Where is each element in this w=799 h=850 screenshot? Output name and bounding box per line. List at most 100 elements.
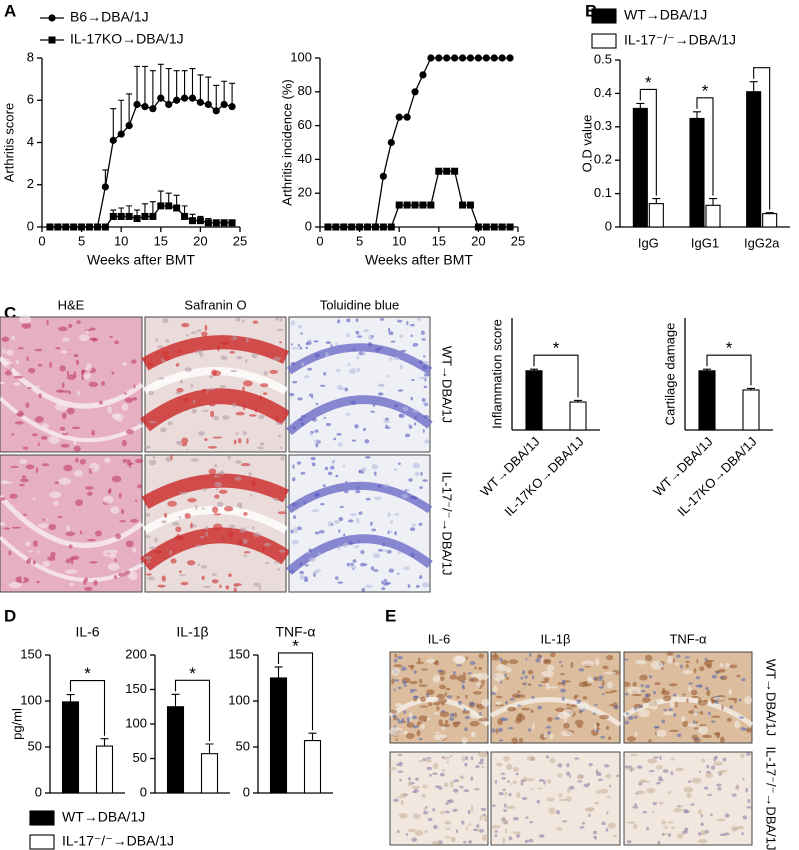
cell (344, 490, 349, 494)
tissue-band (141, 335, 290, 371)
bar (632, 107, 648, 228)
cell (469, 701, 475, 707)
cell (176, 387, 184, 393)
cell (662, 832, 668, 836)
cell (648, 769, 655, 773)
cell (627, 766, 636, 771)
cell (260, 383, 269, 388)
cell (246, 438, 249, 445)
y-tick-label: 40 (298, 151, 312, 166)
cell (527, 683, 532, 687)
cell (388, 568, 395, 573)
cell (124, 397, 134, 403)
cell (421, 793, 427, 798)
legend-label: B6→DBA/1J (70, 9, 149, 25)
cell (263, 370, 268, 376)
cell (311, 396, 314, 399)
cell (427, 702, 433, 707)
marker (466, 201, 474, 209)
cell (517, 690, 521, 694)
cell (522, 670, 526, 675)
cell (666, 652, 674, 656)
cell (418, 760, 424, 763)
cell (410, 396, 413, 401)
significance-bracket (277, 652, 314, 731)
cell (624, 720, 629, 725)
cell (222, 415, 230, 420)
cell (423, 414, 430, 419)
cell (440, 701, 445, 706)
cell (384, 426, 391, 429)
cell (125, 540, 134, 548)
cell (507, 706, 517, 712)
y-tick-label: 100 (125, 715, 147, 730)
cell (409, 680, 418, 685)
cell (61, 412, 67, 420)
cell (125, 429, 134, 435)
error-bar (126, 93, 133, 126)
cell (464, 727, 468, 732)
cell (355, 330, 360, 335)
cell (66, 525, 70, 532)
cell (258, 414, 265, 419)
cell (505, 700, 508, 705)
cell (500, 772, 506, 775)
cell (685, 664, 689, 668)
cell (130, 518, 139, 523)
cell (605, 773, 612, 779)
cell (237, 317, 241, 322)
cell (41, 463, 50, 467)
cell (548, 807, 556, 815)
cell (31, 385, 40, 390)
cell (543, 780, 546, 785)
cell (254, 406, 258, 413)
cell (27, 387, 32, 390)
cell (298, 418, 304, 421)
cell (681, 715, 686, 723)
cell (330, 344, 333, 348)
cell (191, 408, 197, 414)
cell (154, 537, 158, 543)
cell (55, 347, 61, 350)
chart-title: TNF-α (276, 624, 316, 640)
error-bar (171, 693, 180, 707)
cell (639, 779, 647, 784)
cell (45, 518, 49, 521)
cell (57, 326, 68, 332)
cell (728, 664, 738, 669)
cell (353, 545, 360, 548)
cell (494, 829, 498, 833)
cell (478, 653, 484, 659)
x-axis-label: Weeks after BMT (365, 252, 473, 268)
cell (625, 712, 629, 715)
cell (741, 678, 746, 682)
marker (204, 219, 212, 227)
cell (649, 705, 658, 710)
legend-swatch (29, 834, 55, 850)
cell (21, 322, 32, 329)
cell (677, 733, 682, 737)
cell (686, 793, 692, 798)
cell (233, 439, 237, 445)
cell (745, 787, 749, 793)
cell (76, 320, 81, 325)
cell (687, 780, 692, 783)
cell (541, 659, 550, 664)
cell (314, 531, 320, 535)
cell (647, 758, 658, 764)
cell (503, 803, 507, 808)
cell (738, 698, 742, 702)
y-axis-label: Arthritis incidence (%) (279, 79, 294, 205)
marker (490, 54, 498, 62)
cell (161, 575, 166, 582)
cell (21, 475, 27, 479)
cell (423, 808, 427, 812)
cell (442, 756, 451, 760)
cell (320, 502, 325, 506)
cell (88, 381, 98, 387)
cell (367, 341, 373, 347)
cell (126, 459, 131, 463)
cell (459, 785, 464, 789)
cell (279, 317, 283, 322)
cell (294, 530, 298, 534)
